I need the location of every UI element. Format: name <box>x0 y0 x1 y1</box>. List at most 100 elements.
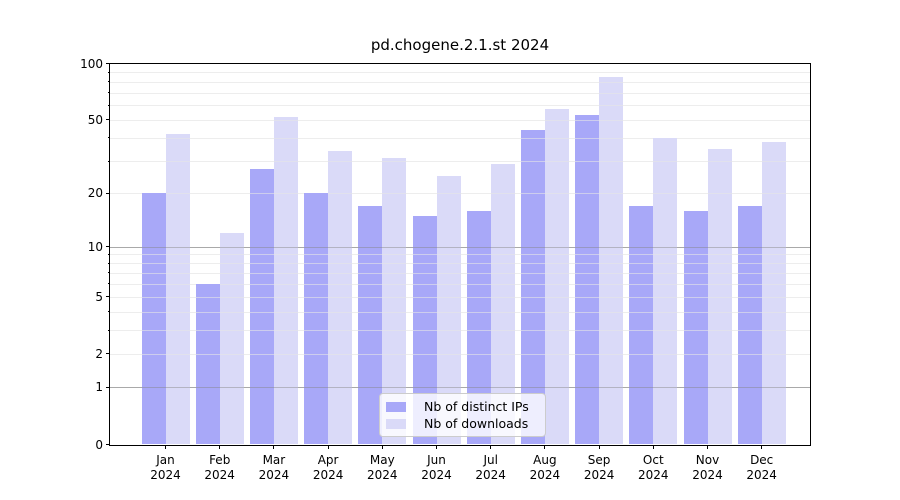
gridline-stripe <box>575 193 600 195</box>
gridline-stripe <box>707 283 732 285</box>
y-tick-label: 50 <box>87 112 103 127</box>
gridline-stripe <box>165 263 190 265</box>
gridline-stripe <box>249 330 274 332</box>
legend-swatch-downloads <box>386 418 406 429</box>
gridline-stripe <box>490 263 515 265</box>
x-tick-label-line: 2024 <box>583 467 615 482</box>
gridline-stripe <box>382 353 407 355</box>
gridline-stripe <box>544 272 569 274</box>
gridline-stripe <box>575 137 600 139</box>
gridline-stripe <box>490 353 515 355</box>
x-tick-label-line: Apr <box>317 452 339 467</box>
gridline-stripe <box>599 283 624 285</box>
gridline-stripe <box>683 311 708 313</box>
gridline-stripe <box>165 254 190 256</box>
bar-downloads-aug <box>544 109 569 445</box>
legend-label-distinct-ips: Nb of distinct IPs <box>424 399 529 414</box>
gridline-stripe <box>737 254 762 256</box>
gridline-stripe <box>544 137 569 139</box>
gridline-stripe <box>544 254 569 256</box>
gridline-stripe <box>761 246 786 248</box>
gridline-stripe <box>273 160 298 162</box>
gridline-stripe <box>141 353 166 355</box>
gridline-stripe <box>575 387 600 389</box>
gridline-stripe <box>737 387 762 389</box>
gridline-stripe <box>544 263 569 265</box>
gridline-stripe <box>520 246 545 248</box>
gridline-stripe <box>358 263 383 265</box>
x-tick-label: May 2024 <box>350 453 414 483</box>
gridline-stripe <box>575 296 600 298</box>
y-minor-tick <box>107 71 110 73</box>
x-tick-label: Jul 2024 <box>459 453 523 483</box>
gridline-stripe <box>219 283 244 285</box>
gridline-stripe <box>737 330 762 332</box>
gridline-stripe <box>219 246 244 248</box>
gridline-stripe <box>599 353 624 355</box>
gridline-stripe <box>382 193 407 195</box>
x-tick <box>490 444 492 449</box>
gridline-stripe <box>273 387 298 389</box>
gridline-stripe <box>653 283 678 285</box>
bar-downloads-jan <box>165 133 190 445</box>
gridline-stripe <box>412 311 437 313</box>
y-tick <box>106 386 110 388</box>
gridline-stripe <box>249 353 274 355</box>
gridline-stripe <box>599 246 624 248</box>
x-tick <box>652 444 654 449</box>
gridline-stripe <box>304 387 329 389</box>
gridline-stripe <box>653 387 678 389</box>
x-tick-label-line: Feb <box>209 452 231 467</box>
gridline-stripe <box>490 254 515 256</box>
gridline-stripe <box>761 387 786 389</box>
gridline-stripe <box>575 272 600 274</box>
gridline-stripe <box>382 246 407 248</box>
gridline-stripe <box>544 387 569 389</box>
gridline-stripe <box>165 330 190 332</box>
gridline-stripe <box>219 311 244 313</box>
y-minor-tick <box>107 311 110 313</box>
gridline-stripe <box>653 311 678 313</box>
gridline-stripe <box>141 254 166 256</box>
gridline-minor <box>110 72 810 74</box>
gridline-stripe <box>544 283 569 285</box>
gridline-stripe <box>520 193 545 195</box>
gridline-stripe <box>249 246 274 248</box>
x-tick <box>707 444 708 449</box>
gridline-stripe <box>466 263 491 265</box>
x-tick-label: Oct 2024 <box>621 453 685 483</box>
gridline-stripe <box>304 263 329 265</box>
gridline-stripe <box>304 246 329 248</box>
gridline-stripe <box>358 387 383 389</box>
gridline-stripe <box>629 387 654 389</box>
gridline-stripe <box>304 283 329 285</box>
x-tick-label-line: 2024 <box>204 467 235 482</box>
x-tick-label-line: Jun <box>427 452 446 467</box>
gridline-stripe <box>761 296 786 298</box>
gridline-stripe <box>436 263 461 265</box>
x-tick-label-line: 2024 <box>367 467 398 482</box>
gridline-stripe <box>165 296 190 298</box>
gridline-stripe <box>304 330 329 332</box>
bar-distinct-ips-apr <box>304 193 329 445</box>
bar-distinct-ips-mar <box>249 169 274 445</box>
gridline-stripe <box>520 272 545 274</box>
gridline-stripe <box>683 283 708 285</box>
gridline-stripe <box>707 254 732 256</box>
bar-distinct-ips-oct <box>629 205 654 445</box>
bar-downloads-oct <box>653 137 678 445</box>
gridline-stripe <box>761 353 786 355</box>
gridline-stripe <box>412 296 437 298</box>
gridline-stripe <box>165 137 190 139</box>
gridline-stripe <box>466 311 491 313</box>
x-tick-label-line: Sep <box>587 452 611 467</box>
x-tick-label-line: 2024 <box>150 467 181 482</box>
gridline-stripe <box>683 353 708 355</box>
gridline-stripe <box>520 296 545 298</box>
gridline-stripe <box>219 296 244 298</box>
gridline-stripe <box>141 263 166 265</box>
gridline-stripe <box>520 330 545 332</box>
gridline-stripe <box>436 254 461 256</box>
gridline-stripe <box>575 246 600 248</box>
gridline-stripe <box>195 296 220 298</box>
